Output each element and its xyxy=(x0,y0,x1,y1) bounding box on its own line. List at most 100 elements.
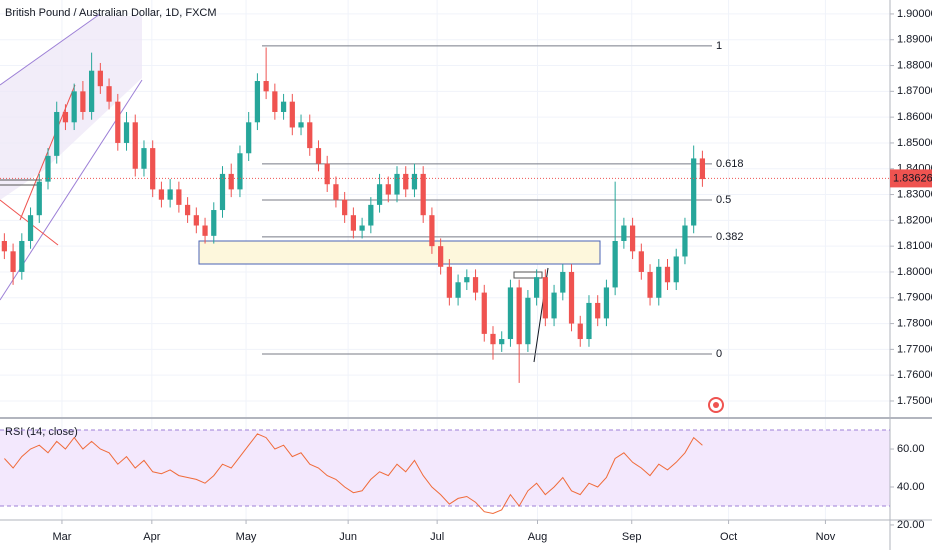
candle-body xyxy=(36,181,42,216)
candle-body xyxy=(27,215,34,241)
candle-body xyxy=(324,163,330,185)
candle-body xyxy=(333,184,339,200)
candle-body xyxy=(71,91,77,123)
zone-rect xyxy=(513,271,543,279)
candle-body xyxy=(350,215,356,231)
candle-body xyxy=(664,266,671,283)
candle-body xyxy=(376,184,383,205)
y-tick-label: 40.00 xyxy=(897,481,925,493)
candle-body xyxy=(10,251,16,272)
candle-body xyxy=(158,189,165,200)
candle-body xyxy=(464,277,470,283)
candle-body xyxy=(1,240,7,252)
candle-body xyxy=(263,81,269,92)
candle-body xyxy=(472,277,479,293)
candle-body xyxy=(682,225,688,257)
x-tick-label: Apr xyxy=(143,531,160,543)
candle-body xyxy=(403,173,409,190)
candle-body xyxy=(80,91,86,112)
x-tick-label: Mar xyxy=(52,531,71,543)
candle-body xyxy=(123,122,130,143)
candle-body xyxy=(542,277,548,319)
candle-body xyxy=(455,282,461,298)
candle-body xyxy=(132,122,138,169)
y-tick-label: 1.76000 xyxy=(897,369,932,381)
fib-label: 0 xyxy=(716,348,722,360)
candle-body xyxy=(315,148,322,164)
candle-body xyxy=(420,173,426,216)
candle-body xyxy=(621,225,627,241)
candle-body xyxy=(411,173,418,190)
candle-body xyxy=(586,302,592,340)
candle-body xyxy=(656,266,662,298)
candle-body xyxy=(62,111,69,123)
candle-body xyxy=(150,148,156,190)
zone-rect xyxy=(198,240,601,265)
chart-title: British Pound / Australian Dollar, 1D, F… xyxy=(5,7,217,19)
candle-body xyxy=(577,323,583,340)
candle-body xyxy=(246,122,252,154)
candle-body xyxy=(568,271,575,324)
y-tick-label: 1.80000 xyxy=(897,266,932,278)
fib-label: 1 xyxy=(716,40,722,52)
candle-body xyxy=(368,204,374,226)
candle-body xyxy=(673,256,679,283)
candle-body xyxy=(141,148,147,169)
candle-body xyxy=(307,122,313,149)
x-tick-label: Sep xyxy=(622,531,642,543)
x-tick-label: Jun xyxy=(339,531,357,543)
candle-body xyxy=(237,153,243,190)
last-price-box xyxy=(890,169,932,188)
y-tick-label: 1.78000 xyxy=(897,317,932,329)
candle-body xyxy=(699,158,706,180)
rsi-line xyxy=(4,433,703,515)
candle-body xyxy=(184,204,191,216)
candle-body xyxy=(525,297,531,345)
y-tick-label: 1.89000 xyxy=(897,34,932,46)
candle-body xyxy=(638,251,644,272)
candle-body xyxy=(446,266,452,298)
y-tick-label: 1.77000 xyxy=(897,343,932,355)
candle-body xyxy=(551,292,557,319)
candle-body xyxy=(228,173,234,190)
candle-body xyxy=(106,86,112,102)
y-tick-label: 1.79000 xyxy=(897,292,932,304)
candle-body xyxy=(219,173,226,211)
candle-body xyxy=(359,225,365,231)
candle-body xyxy=(438,246,444,267)
x-tick-label: May xyxy=(236,531,257,543)
fib-label: 0.5 xyxy=(716,194,731,206)
candle-body xyxy=(89,70,95,112)
candle-body xyxy=(490,333,496,345)
y-tick-label: 1.83000 xyxy=(897,188,932,200)
y-tick-label: 1.90000 xyxy=(897,8,932,20)
event-icon-dot xyxy=(713,402,719,408)
candle-body xyxy=(629,225,636,252)
candle-body xyxy=(193,215,199,226)
candle-body xyxy=(289,101,295,128)
candle-body xyxy=(534,277,540,298)
candle-body xyxy=(19,240,25,272)
candle-body xyxy=(167,189,173,200)
candle-body xyxy=(429,215,435,247)
candle-body xyxy=(507,287,514,340)
candle-body xyxy=(560,271,566,293)
y-tick-label: 1.86000 xyxy=(897,111,932,123)
y-tick-label: 60.00 xyxy=(897,443,925,455)
y-tick-label: 20.00 xyxy=(897,519,925,531)
marks: 1 0.618 0.5 0.382 0 xyxy=(0,40,890,383)
candle-body xyxy=(612,240,618,288)
candle-body xyxy=(97,70,103,87)
rsi-band xyxy=(0,430,890,506)
candle-body xyxy=(342,199,348,216)
candle-body xyxy=(385,184,391,195)
x-tick-label: Jul xyxy=(430,531,444,543)
candle-body xyxy=(481,292,487,334)
candle-body xyxy=(394,173,400,195)
candle-body xyxy=(202,225,208,236)
candle-body xyxy=(647,271,653,298)
candle-body xyxy=(45,155,51,182)
candle-body xyxy=(54,111,60,156)
candle-body xyxy=(298,122,304,128)
